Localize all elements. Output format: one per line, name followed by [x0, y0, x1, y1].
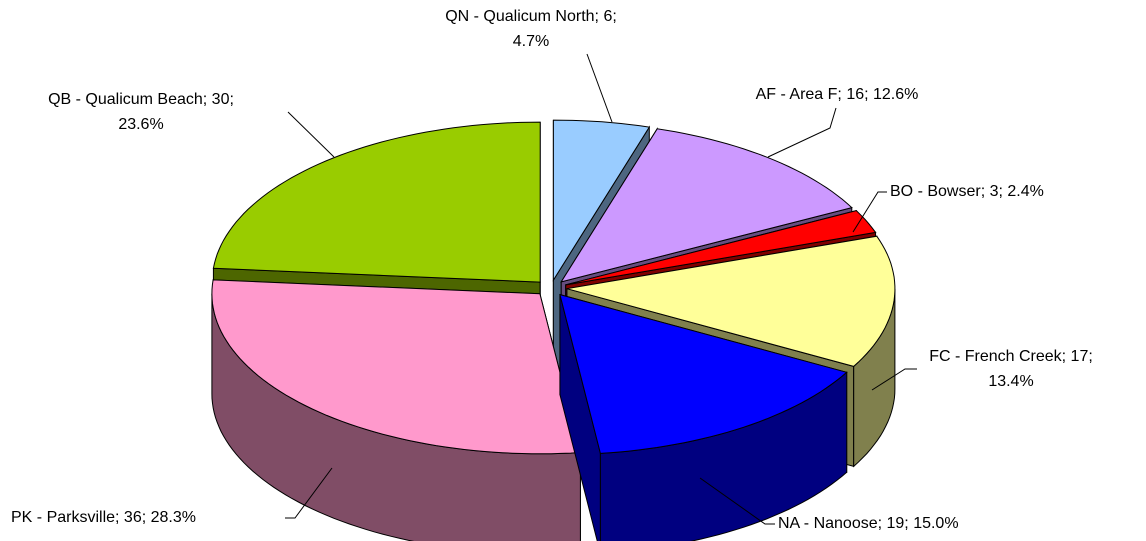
slice: [559, 293, 848, 541]
leader-line: [767, 107, 837, 158]
leader-line: [285, 467, 333, 519]
data-label: 4.7%: [513, 33, 549, 50]
slice-top: [211, 279, 582, 455]
slice: [211, 279, 582, 541]
slice-top: [212, 121, 541, 283]
slice-top: [560, 128, 853, 283]
leader-line: [699, 477, 775, 525]
slice-top: [552, 119, 651, 282]
leader-line: [871, 368, 917, 391]
data-label: AF - Area F; 16; 12.6%: [756, 86, 919, 103]
data-label: FC - French Creek; 17;: [929, 348, 1093, 365]
slice-top: [566, 235, 896, 367]
slice-top: [565, 210, 877, 286]
slice-top: [559, 293, 848, 454]
data-label: 23.6%: [118, 116, 163, 133]
leader-line: [586, 53, 613, 123]
leader-line: [852, 191, 887, 233]
data-label: 13.4%: [988, 373, 1033, 390]
data-label: PK - Parksville; 36; 28.3%: [11, 509, 196, 526]
data-label: BO - Bowser; 3; 2.4%: [890, 183, 1044, 200]
leader-line: [287, 111, 335, 158]
data-label: QB - Qualicum Beach; 30;: [48, 91, 234, 108]
data-label: QN - Qualicum North; 6;: [445, 8, 617, 25]
data-label: NA - Nanoose; 19; 15.0%: [778, 515, 959, 532]
